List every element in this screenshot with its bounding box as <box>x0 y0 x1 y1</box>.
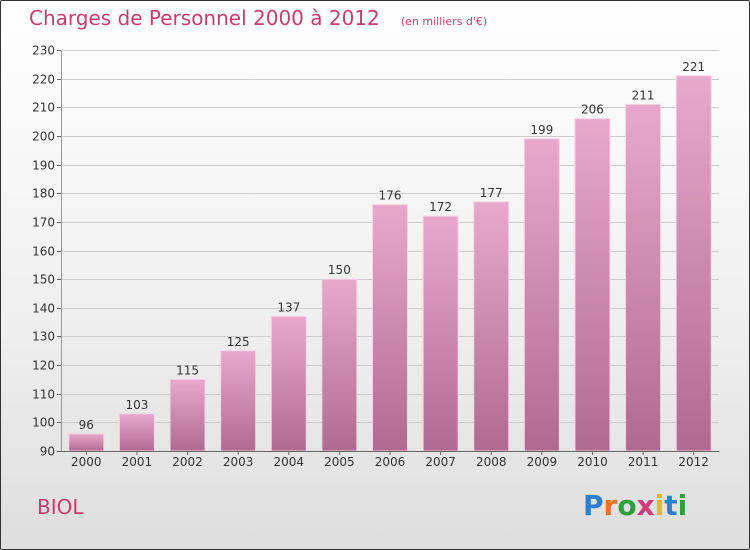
x-tick-label: 2001 <box>122 455 153 469</box>
bar <box>169 378 206 452</box>
bar <box>422 215 459 452</box>
chart-subtitle: (en milliers d'€) <box>400 15 488 28</box>
data-label: 221 <box>682 60 705 74</box>
logo-letter: x <box>636 489 655 522</box>
y-tick-label: 180 <box>32 187 55 201</box>
bar <box>372 204 408 452</box>
bar <box>118 413 155 452</box>
logo-letter: P <box>583 489 604 522</box>
data-label: 211 <box>632 88 655 102</box>
y-tick-label: 230 <box>32 44 55 58</box>
y-tick-label: 130 <box>32 330 55 344</box>
x-tick-label: 2003 <box>223 455 254 469</box>
data-label: 96 <box>79 418 94 432</box>
y-tick-label: 90 <box>40 445 55 459</box>
y-tick-label: 220 <box>32 73 55 87</box>
bar <box>523 138 560 452</box>
y-tick-label: 140 <box>32 302 55 316</box>
data-label: 137 <box>277 300 300 314</box>
bar <box>270 315 307 452</box>
y-tick-label: 120 <box>32 359 55 373</box>
x-tick-label: 2012 <box>678 455 709 469</box>
x-tick-label: 2000 <box>71 455 102 469</box>
data-label: 150 <box>328 263 351 277</box>
x-tick-label: 2005 <box>324 455 355 469</box>
bar <box>321 278 358 452</box>
data-label: 172 <box>429 200 452 214</box>
x-tick-label: 2002 <box>172 455 203 469</box>
commune-name: BIOL <box>37 495 84 519</box>
title-row: Charges de Personnel 2000 à 2012 (en mil… <box>29 6 487 30</box>
x-tick-label: 2010 <box>577 455 608 469</box>
y-tick-label: 210 <box>32 101 55 115</box>
logo-letter: i <box>654 489 665 522</box>
data-label: 206 <box>581 103 604 117</box>
x-tick-label: 2004 <box>273 455 304 469</box>
y-tick-label: 200 <box>32 130 55 144</box>
bar <box>220 350 257 452</box>
y-tick-label: 110 <box>32 388 55 402</box>
y-tick-label: 150 <box>32 273 55 287</box>
logo-letter: i <box>677 489 688 522</box>
data-label: 125 <box>227 335 250 349</box>
y-tick-label: 170 <box>32 216 55 230</box>
x-tick-label: 2011 <box>628 455 659 469</box>
chart-title: Charges de Personnel 2000 à 2012 <box>29 6 380 30</box>
bar <box>574 118 611 452</box>
x-tick-label: 2009 <box>527 455 558 469</box>
proxiti-logo: Proxiti <box>583 489 687 522</box>
y-tick-label: 190 <box>32 159 55 173</box>
x-tick-label: 2007 <box>425 455 456 469</box>
logo-letter: t <box>664 489 678 522</box>
bar <box>675 75 712 452</box>
y-tick-label: 100 <box>32 416 55 430</box>
bar <box>473 201 510 452</box>
data-label: 199 <box>530 123 553 137</box>
logo-letter: o <box>617 489 637 522</box>
data-label: 115 <box>176 363 199 377</box>
logo-letter: r <box>603 489 618 522</box>
bar <box>68 433 105 452</box>
y-tick-label: 160 <box>32 245 55 259</box>
data-label: 103 <box>125 398 148 412</box>
data-label: 176 <box>379 189 402 203</box>
x-tick-label: 2006 <box>375 455 406 469</box>
x-tick-label: 2008 <box>476 455 507 469</box>
bar <box>625 103 662 452</box>
data-label: 177 <box>480 186 503 200</box>
